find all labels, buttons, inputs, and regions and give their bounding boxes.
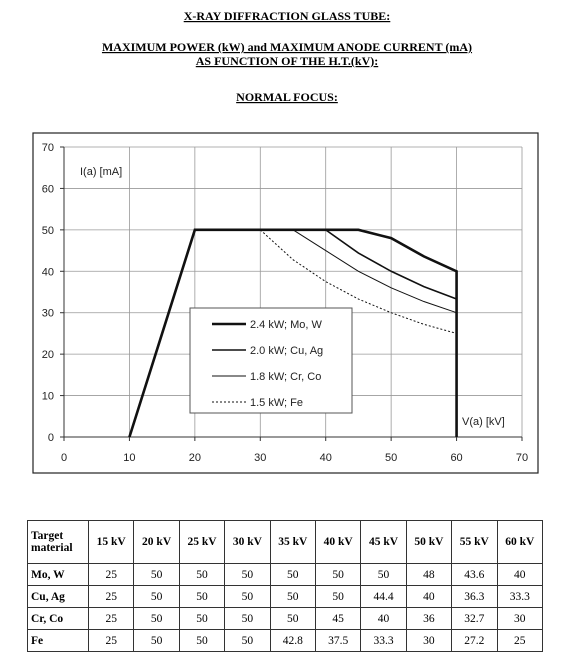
x-tick-label: 0	[61, 452, 67, 464]
data-line	[259, 229, 457, 334]
y-tick-label: 10	[42, 391, 54, 403]
table-cell: 50	[269, 607, 316, 630]
x-tick-label: 50	[385, 452, 397, 464]
column-header: 60 kV	[496, 520, 544, 564]
table-cell: 42.8	[269, 629, 316, 652]
table-cell: Cr, Co	[27, 607, 89, 630]
x-tick-label: 30	[254, 452, 266, 464]
data-line	[128, 228, 458, 438]
table-cell: Cu, Ag	[27, 585, 89, 608]
table-cell: 50	[360, 563, 407, 586]
y-tick-label: 20	[42, 349, 54, 361]
table-cell: 40	[405, 585, 453, 608]
table-cell: 32.7	[451, 607, 498, 630]
table-cell: 40	[360, 607, 407, 630]
legend-label: 1.8 kW; Cr, Co	[250, 371, 321, 383]
table-cell: 33.3	[496, 585, 544, 608]
table-cell: 50	[133, 629, 180, 652]
table-cell: 50	[178, 607, 226, 630]
table-cell: 50	[224, 629, 271, 652]
chart: 0 10 20 30 40 50 60 70 0 10 20 30 40 50 60 70 I(a) [mA] V…	[42, 142, 528, 464]
legend-label: 2.0 kW; Cu, Ag	[250, 345, 323, 357]
x-tick-label: 10	[123, 452, 135, 464]
column-header: Target material	[27, 520, 89, 564]
table-cell: 48	[405, 563, 453, 586]
table-cell: 50	[224, 585, 271, 608]
table-cell: 50	[178, 629, 226, 652]
table-cell: 50	[269, 563, 316, 586]
title: X-RAY DIFFRACTION GLASS TUBE:	[184, 9, 391, 23]
table-row: Cu, Ag 25 50 50 50 50 50 44.4 40 36.3 33.3	[27, 585, 544, 608]
y-tick-label: 0	[48, 432, 54, 444]
table-cell: 33.3	[360, 629, 407, 652]
table-row: Fe 25 50 50 50 42.8 37.5 33.3 30 27.2 25	[27, 629, 544, 652]
table-cell: 36.3	[451, 585, 498, 608]
x-tick-label: 20	[189, 452, 201, 464]
table-cell: 50	[133, 607, 180, 630]
table-cell: 25	[87, 607, 135, 630]
subtitle: AS FUNCTION OF THE H.T.(kV):	[196, 54, 378, 68]
table-cell: 50	[178, 585, 226, 608]
table-cell: 50	[224, 607, 271, 630]
table-cell: 25	[496, 629, 544, 652]
table-row: Cr, Co 25 50 50 50 50 45 40 36 32.7 30	[27, 607, 544, 630]
table-cell: 25	[87, 629, 135, 652]
table-cell: 50	[224, 563, 271, 586]
y-tick-label: 60	[42, 183, 54, 195]
column-header: 55 kV	[451, 520, 498, 564]
column-header: 15 kV	[87, 520, 135, 564]
column-header: 45 kV	[360, 520, 407, 564]
table-cell: 50	[178, 563, 226, 586]
data-line	[292, 229, 457, 314]
subtitle: MAXIMUM POWER (kW) and MAXIMUM ANODE CUR…	[102, 40, 472, 54]
legend-label: 2.4 kW; Mo, W	[250, 319, 323, 331]
table-cell: 50	[133, 563, 180, 586]
table-cell: 43.6	[451, 563, 498, 586]
table-cell: 25	[87, 563, 135, 586]
table-cell: 25	[87, 585, 135, 608]
x-tick-label: 70	[516, 452, 528, 464]
y-tick-label: 70	[42, 142, 54, 154]
table-cell: 37.5	[314, 629, 362, 652]
table-cell: Mo, W	[27, 563, 89, 586]
table-cell: 50	[269, 585, 316, 608]
data-table: Target material 15 kV 20 kV 25 kV 30 kV 35 kV…	[27, 520, 544, 652]
x-axis-label: V(a) [kV]	[462, 416, 505, 428]
data-line	[325, 229, 457, 300]
x-tick-label: 60	[450, 452, 462, 464]
legend-label: 1.5 kW; Fe	[250, 397, 303, 409]
column-header: 40 kV	[314, 520, 362, 564]
y-tick-label: 50	[42, 225, 54, 237]
column-header: 20 kV	[133, 520, 180, 564]
table-cell: 40	[496, 563, 544, 586]
table-row: Mo, W 25 50 50 50 50 50 50 48 43.6 40	[27, 563, 544, 586]
column-header: 35 kV	[269, 520, 316, 564]
table-cell: 27.2	[451, 629, 498, 652]
x-tick-label: 40	[320, 452, 332, 464]
legend	[189, 307, 353, 414]
table-cell: 36	[405, 607, 453, 630]
table-cell: 44.4	[360, 585, 407, 608]
table-cell: 50	[314, 585, 362, 608]
table-cell: 30	[496, 607, 544, 630]
section-title: NORMAL FOCUS:	[236, 90, 338, 104]
table-cell: Fe	[27, 629, 89, 652]
table-cell: 50	[133, 585, 180, 608]
y-tick-label: 30	[42, 308, 54, 320]
table-cell: 30	[405, 629, 453, 652]
y-tick-label: 40	[42, 266, 54, 278]
table-cell: 45	[314, 607, 362, 630]
table-cell: 50	[314, 563, 362, 586]
column-header: 25 kV	[178, 520, 226, 564]
y-axis-label: I(a) [mA]	[80, 166, 122, 178]
column-header: 30 kV	[224, 520, 271, 564]
column-header: 50 kV	[405, 520, 453, 564]
chart-frame	[32, 132, 539, 474]
